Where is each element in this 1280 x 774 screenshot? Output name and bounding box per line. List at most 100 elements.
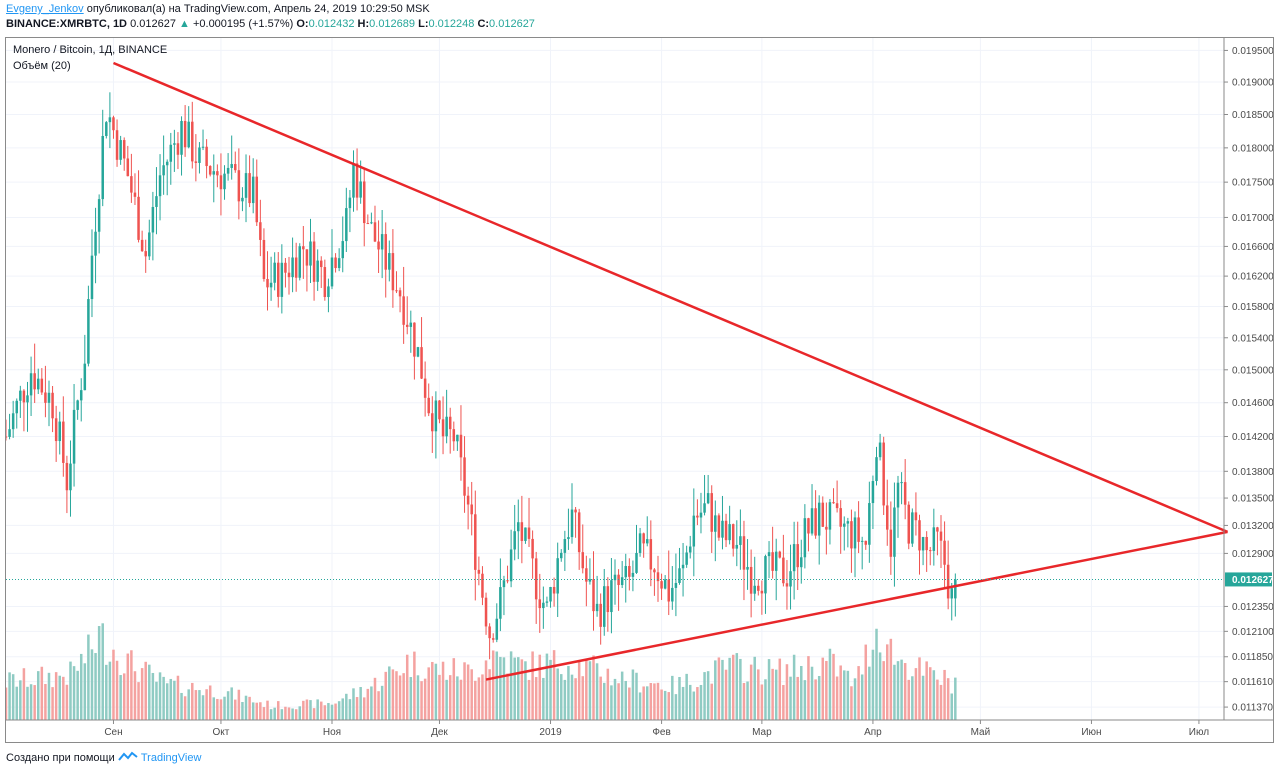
candle-body	[391, 253, 395, 291]
candle-body	[269, 282, 273, 288]
price-chart[interactable]: 0.019500 0.019000 0.018500 0.018000 0.017500…	[6, 38, 1273, 742]
candle-body	[133, 192, 137, 197]
candle-body	[165, 161, 169, 166]
candle-body	[613, 574, 617, 581]
volume-bar	[244, 695, 248, 720]
volume-bar	[628, 687, 631, 720]
candle-body	[946, 564, 950, 599]
volume-bar	[115, 660, 119, 720]
volume-bar	[90, 649, 94, 720]
volume-bar	[506, 673, 509, 720]
symbol-line: BINANCE:XMRBTC, 1D 0.012627 ▲ +0.000195 …	[6, 18, 535, 30]
volume-bar	[792, 654, 796, 720]
candle-body	[878, 442, 882, 458]
candle-body	[803, 518, 807, 558]
candle-body	[241, 197, 244, 202]
y-tick-label: 0.015000	[1232, 365, 1273, 376]
volume-bar	[330, 704, 334, 720]
volume-bar	[742, 683, 746, 720]
candle-body	[954, 579, 957, 599]
candle-body	[509, 549, 513, 582]
volume-bar	[51, 687, 54, 720]
author-link[interactable]: Evgeny_Jenkov	[6, 3, 84, 15]
candle-body	[760, 590, 764, 594]
volume-bar	[165, 683, 169, 720]
volume-bar	[731, 654, 735, 720]
candle-body	[785, 583, 789, 587]
candle-body	[549, 586, 552, 602]
candle-body	[767, 552, 771, 557]
volume-bar	[362, 697, 366, 720]
candle-body	[928, 550, 932, 552]
candle-body	[151, 206, 155, 233]
candle-body	[527, 527, 531, 539]
volume-bar	[262, 707, 266, 720]
candle-body	[352, 163, 355, 198]
volume-bar	[198, 690, 201, 720]
trendline[interactable]	[485, 530, 1228, 681]
candle-body	[595, 603, 599, 612]
candle-body	[323, 267, 327, 298]
candle-body	[739, 536, 742, 545]
trendlines	[6, 61, 1229, 681]
candle-body	[491, 638, 495, 640]
candle-body	[538, 599, 542, 609]
candle-body	[423, 378, 427, 398]
volume-bar	[567, 665, 570, 720]
candle-body	[466, 495, 470, 505]
candle-body	[216, 171, 219, 176]
volume-bar	[162, 676, 165, 720]
volume-bar	[302, 700, 305, 720]
volume-bar	[513, 657, 516, 720]
volume-bar	[448, 675, 452, 720]
candle-body	[162, 165, 165, 176]
volume-bar	[524, 661, 527, 720]
candle-body	[58, 421, 61, 442]
volume-bar	[703, 672, 706, 720]
candle-body	[248, 173, 251, 204]
volume-bar	[208, 685, 212, 720]
volume-bar	[58, 675, 61, 720]
volume-bar	[305, 699, 309, 720]
candle-body	[921, 536, 925, 551]
footer: Создано при помощи TradingView	[6, 751, 201, 764]
candle-body	[789, 571, 792, 587]
volume-bar	[681, 686, 685, 720]
trendline[interactable]	[112, 61, 1229, 534]
candle-body	[337, 258, 341, 269]
candle-body	[284, 262, 287, 273]
volume-bar	[889, 638, 893, 720]
volume-bar	[44, 683, 47, 720]
candle-body	[83, 363, 87, 391]
candle-body	[395, 290, 398, 292]
volume-bar	[126, 653, 130, 720]
volume-bar	[864, 644, 868, 720]
volume-bar	[441, 661, 445, 720]
candle-body	[570, 509, 574, 538]
candle-body	[402, 296, 405, 325]
current-price-badge	[1225, 572, 1272, 587]
candle-body	[796, 544, 799, 568]
candle-body	[291, 257, 294, 278]
candle-body	[585, 568, 588, 582]
candle-body	[782, 557, 785, 584]
volume-bar	[148, 664, 151, 720]
volume-bar	[226, 691, 230, 720]
candle-body	[688, 546, 692, 553]
candle-body	[681, 564, 685, 569]
candle-body	[484, 597, 488, 627]
volume-bar	[893, 664, 896, 720]
y-tick-label: 0.016200	[1232, 272, 1273, 283]
tradingview-brand-link[interactable]: TradingView	[140, 752, 202, 764]
volume-bar	[327, 703, 330, 720]
candle-body	[764, 556, 767, 594]
volume-bar	[606, 668, 610, 720]
volume-bar	[577, 660, 581, 720]
volume-bar	[484, 660, 488, 720]
volume-bar	[585, 658, 588, 720]
volume-bar	[499, 656, 502, 720]
candle-body	[115, 130, 119, 160]
y-tick-label: 0.014200	[1232, 432, 1273, 443]
candle-body	[19, 390, 22, 401]
candle-body	[567, 537, 570, 540]
